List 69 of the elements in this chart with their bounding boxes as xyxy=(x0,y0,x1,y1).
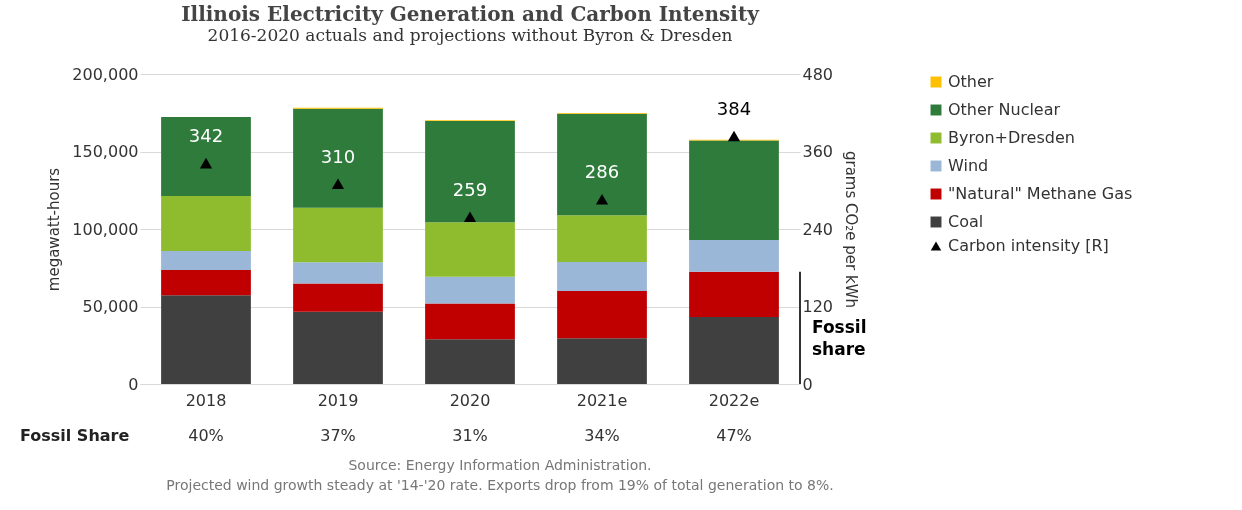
y-axis-title: megawatt-hours xyxy=(45,167,64,292)
y2-tick-label: 240 xyxy=(802,219,834,239)
text: 47% xyxy=(716,426,752,445)
x-tick-label: 2019 xyxy=(317,390,359,410)
bar xyxy=(557,262,647,291)
bar xyxy=(293,207,383,263)
source-note: Source: Energy Information Administration. xyxy=(347,456,653,475)
legend-label: Coal xyxy=(948,212,984,231)
text: Projected wind growth steady at '14-'20 rate. Exports drop from 19% of total generation to 8%. xyxy=(165,476,835,495)
bar xyxy=(161,295,251,384)
data-label: 342 xyxy=(188,125,224,147)
bar xyxy=(293,311,383,384)
bar xyxy=(689,317,779,384)
text: Fossil Share xyxy=(20,426,130,445)
y2-tick-label: 360 xyxy=(802,142,834,161)
data-label: 310 xyxy=(320,145,356,167)
bar xyxy=(557,338,647,384)
x-tick-label: 2018 xyxy=(185,390,227,410)
bar xyxy=(425,222,515,277)
bar xyxy=(293,262,383,284)
legend-label: Other xyxy=(948,72,994,91)
point xyxy=(727,130,741,142)
y2-axis-title: grams CO₂e per kWh xyxy=(842,150,861,309)
bar xyxy=(689,140,779,241)
point xyxy=(331,178,345,190)
bar xyxy=(161,195,251,252)
legend-label: Wind xyxy=(948,156,989,175)
data-label: 286 xyxy=(584,161,620,183)
data-label: 384 xyxy=(716,98,752,119)
legend-label: Carbon intensity [R] xyxy=(948,236,1109,255)
y-tick-label: 150,000 xyxy=(72,142,139,161)
bar xyxy=(161,251,251,271)
point xyxy=(199,157,213,169)
bar xyxy=(425,276,515,304)
y-tick-label: 200,000 xyxy=(72,64,139,84)
point xyxy=(595,193,609,205)
x-tick-label: 2020 xyxy=(449,390,491,410)
text: 34% xyxy=(584,426,620,445)
bar xyxy=(689,271,779,318)
text: Fossil share xyxy=(812,316,867,359)
bar xyxy=(425,303,515,340)
text: 37% xyxy=(320,426,356,445)
bar xyxy=(557,113,647,216)
text: 31% xyxy=(452,426,488,445)
chart-subtitle: 2016-2020 actuals and projections without Byron & Dresden xyxy=(207,25,733,45)
bar xyxy=(689,240,779,272)
legend-label: Byron+Dresden xyxy=(948,128,1075,147)
legend-label: Other Nuclear xyxy=(948,100,1061,119)
y2-tick-label: 0 xyxy=(802,374,813,394)
y2-tick-label: 480 xyxy=(802,64,834,84)
x-tick-label: 2021e xyxy=(576,390,628,410)
bar xyxy=(161,117,251,196)
y2-tick-label: 120 xyxy=(802,297,834,316)
bar xyxy=(293,283,383,312)
bar xyxy=(557,215,647,263)
y-tick-label: 100,000 xyxy=(72,219,139,239)
bar xyxy=(425,121,515,223)
chart-title: Illinois Electricity Generation and Carbon Intensity xyxy=(181,2,761,26)
y-tick-label: 50,000 xyxy=(82,297,139,316)
text: 40% xyxy=(188,426,224,445)
point xyxy=(463,211,477,223)
bar xyxy=(293,108,383,208)
bar xyxy=(161,270,251,296)
data-label: 259 xyxy=(452,178,488,200)
bar xyxy=(425,339,515,384)
bar xyxy=(557,291,647,339)
y-tick-label: 0 xyxy=(128,374,139,394)
legend-label: "Natural" Methane Gas xyxy=(948,184,1133,203)
x-tick-label: 2022e xyxy=(708,390,760,410)
